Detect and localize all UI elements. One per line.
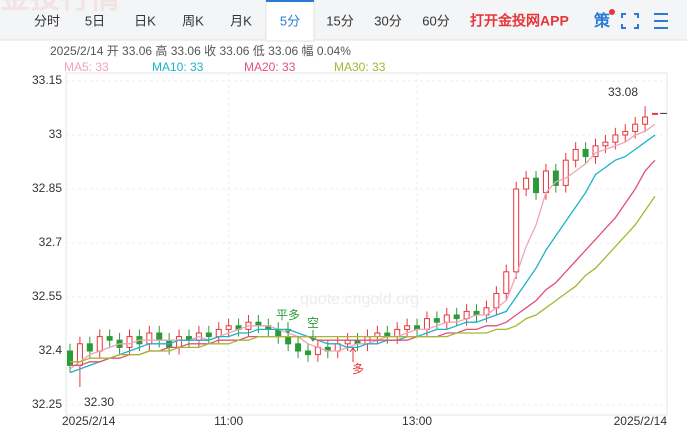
- candle-body: [453, 314, 460, 320]
- candle-body: [503, 271, 510, 294]
- candle-body: [156, 332, 163, 341]
- x-tick-label: 2025/2/14: [614, 414, 668, 428]
- candle-body: [96, 336, 103, 352]
- tab[interactable]: 5分: [280, 13, 300, 28]
- tab[interactable]: 周K: [182, 13, 204, 28]
- candle-body: [622, 130, 629, 136]
- info-line: 2025/2/14 开 33.06 高 33.06 收 33.06 低 33.0…: [50, 43, 351, 58]
- arrow: [284, 322, 292, 334]
- candle-body: [443, 314, 450, 323]
- candle-body: [67, 350, 73, 366]
- active-tab[interactable]: [265, 0, 315, 42]
- tab[interactable]: 60分: [422, 13, 449, 28]
- candle-body: [513, 188, 520, 273]
- candle-body: [205, 332, 212, 338]
- tab[interactable]: 15分: [326, 13, 353, 28]
- strategy-button[interactable]: 策: [593, 11, 611, 30]
- candle-body: [562, 159, 569, 186]
- y-tick-label: 33: [49, 127, 63, 141]
- candle-body: [592, 145, 599, 158]
- tab[interactable]: 月K: [230, 13, 252, 28]
- tab[interactable]: 日K: [134, 13, 156, 28]
- candle-body: [542, 170, 549, 194]
- x-tick-label: 2025/2/14: [62, 414, 116, 428]
- watermark: 金投行情: [0, 0, 120, 15]
- ma-line: [70, 159, 656, 367]
- arrow: [349, 347, 357, 362]
- candle-body: [146, 332, 153, 345]
- toolbar-icons[interactable]: [609, 9, 668, 29]
- watermark-url: quote.cngold.org: [300, 291, 419, 308]
- legend-entry: MA5: 33: [64, 60, 109, 74]
- menu-icon[interactable]: [654, 13, 668, 29]
- candle-body: [572, 148, 579, 161]
- ma-line: [69, 123, 656, 370]
- fullscreen-icon[interactable]: [621, 13, 639, 29]
- candle-body: [652, 112, 658, 115]
- candle-body: [304, 350, 311, 356]
- candle-body: [86, 343, 93, 352]
- candle-body: [423, 318, 430, 330]
- signal-label: 空: [307, 316, 319, 330]
- y-tick-label: 32.7: [39, 235, 63, 249]
- max-label: 33.08: [608, 85, 638, 99]
- candle-body: [285, 336, 292, 345]
- x-tick-label: 13:00: [402, 414, 432, 428]
- y-tick-label: 33.15: [32, 73, 62, 87]
- candle-body: [552, 170, 559, 186]
- legend-entry: MA20: 33: [244, 60, 296, 74]
- candle-body: [533, 177, 540, 194]
- plot-frame: [65, 72, 668, 416]
- badge: [609, 9, 615, 15]
- y-tick-label: 32.25: [32, 397, 62, 411]
- app-link[interactable]: 打开金投网APP: [470, 13, 569, 29]
- y-tick-label: 32.55: [32, 289, 62, 303]
- candle-body: [433, 318, 440, 323]
- x-tick-label: 11:00: [214, 414, 243, 428]
- y-tick-label: 32.4: [39, 343, 63, 357]
- legend-entry: MA30: 33: [334, 60, 386, 74]
- tab[interactable]: 5日: [85, 13, 105, 28]
- y-tick-label: 32.85: [32, 181, 62, 195]
- candle-body: [612, 134, 619, 143]
- candle-body: [106, 336, 113, 341]
- candle-body: [523, 177, 530, 190]
- candle-body: [493, 292, 500, 309]
- ma-line: [69, 134, 656, 374]
- min-label: 32.30: [84, 395, 114, 409]
- ma-line: [70, 195, 656, 363]
- candle-body: [602, 141, 609, 147]
- candle-body: [582, 148, 589, 158]
- candle-body: [225, 325, 232, 330]
- candle-body: [632, 123, 639, 132]
- legend-entry: MA10: 33: [152, 60, 204, 74]
- signal-label: 平多: [276, 308, 300, 322]
- candle-body: [295, 343, 302, 352]
- tab[interactable]: 30分: [374, 13, 401, 28]
- candle-body: [404, 325, 411, 330]
- candle-body: [642, 116, 649, 125]
- candle-body: [176, 336, 183, 348]
- candle-body: [126, 336, 133, 348]
- arrow: [309, 330, 317, 342]
- signal-label: 多: [352, 362, 364, 376]
- tab-bar: [0, 0, 687, 40]
- tab[interactable]: 分时: [34, 13, 60, 28]
